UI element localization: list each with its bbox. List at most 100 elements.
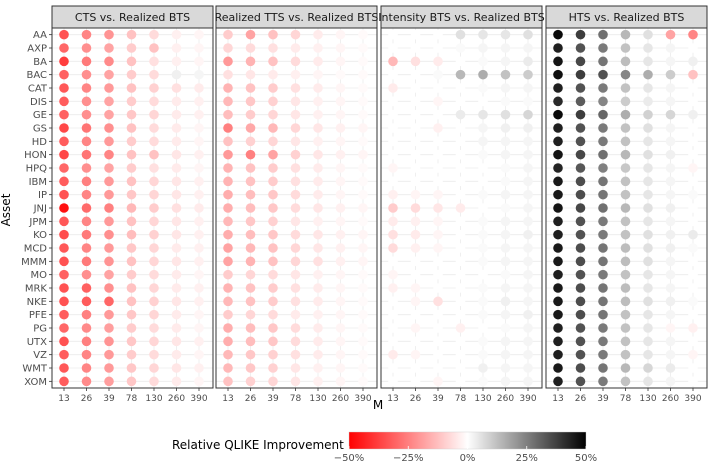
data-dot: [575, 56, 586, 67]
data-dot: [335, 256, 346, 267]
data-dot: [171, 163, 182, 173]
data-dot: [598, 296, 608, 307]
data-dot: [268, 269, 278, 280]
data-dot: [268, 229, 278, 240]
data-dot: [81, 176, 92, 187]
data-dot: [688, 376, 698, 387]
data-dot: [553, 363, 563, 373]
data-dot: [245, 136, 256, 147]
data-dot: [194, 189, 204, 200]
data-dot: [410, 56, 421, 67]
data-dot: [81, 83, 92, 93]
data-dot: [313, 83, 323, 93]
data-dot: [500, 136, 511, 147]
data-dot: [104, 149, 114, 160]
data-dot: [268, 203, 278, 213]
data-dot: [553, 56, 563, 67]
data-dot: [245, 296, 256, 307]
data-dot: [335, 203, 346, 213]
data-dot: [245, 56, 256, 67]
data-dot: [171, 296, 182, 307]
data-dot: [455, 256, 466, 267]
data-dot: [268, 256, 278, 267]
data-dot: [575, 29, 586, 40]
data-dot: [620, 323, 631, 333]
data-dot: [171, 269, 182, 280]
facet-title: CTS vs. Realized BTS: [75, 11, 190, 24]
data-dot: [665, 29, 676, 40]
data-dot: [313, 269, 323, 280]
data-dot: [335, 269, 346, 280]
data-dot: [194, 363, 204, 373]
data-dot: [478, 336, 488, 347]
data-dot: [598, 269, 608, 280]
data-dot: [620, 96, 631, 107]
data-dot: [410, 283, 421, 293]
data-dot: [171, 83, 182, 93]
data-dot: [665, 56, 676, 67]
data-dot: [388, 69, 398, 80]
data-dot: [290, 376, 301, 387]
data-dot: [194, 256, 204, 267]
data-dot: [81, 69, 92, 80]
data-dot: [358, 256, 368, 267]
data-dot: [688, 189, 698, 200]
data-dot: [665, 336, 676, 347]
data-dot: [81, 296, 92, 307]
data-dot: [245, 203, 256, 213]
data-dot: [268, 43, 278, 53]
data-dot: [126, 176, 137, 187]
data-dot: [335, 229, 346, 240]
data-dot: [149, 96, 159, 107]
data-dot: [478, 349, 488, 360]
data-dot: [126, 136, 137, 147]
data-dot: [290, 256, 301, 267]
data-dot: [313, 336, 323, 347]
data-dot: [104, 216, 114, 227]
x-tick-label: 13: [58, 394, 69, 404]
data-dot: [500, 296, 511, 307]
data-dot: [478, 189, 488, 200]
data-dot: [575, 269, 586, 280]
x-tick-label: 13: [552, 394, 563, 404]
data-dot: [149, 296, 159, 307]
data-dot: [500, 109, 511, 120]
data-dot: [598, 376, 608, 387]
data-dot: [313, 96, 323, 107]
data-dot: [455, 43, 466, 53]
data-dot: [194, 336, 204, 347]
data-dot: [643, 216, 653, 227]
data-dot: [81, 123, 92, 133]
legend-tick-label: 50%: [575, 453, 597, 464]
x-tick-label: 260: [497, 394, 514, 404]
data-dot: [268, 309, 278, 320]
data-dot: [598, 349, 608, 360]
data-dot: [643, 203, 653, 213]
y-tick-label: MO: [31, 270, 48, 281]
data-dot: [665, 363, 676, 373]
data-dot: [688, 283, 698, 293]
y-tick-label: AA: [33, 30, 47, 41]
data-dot: [478, 136, 488, 147]
data-dot: [358, 269, 368, 280]
data-dot: [59, 29, 69, 40]
data-dot: [59, 376, 69, 387]
data-dot: [410, 29, 421, 40]
data-dot: [81, 136, 92, 147]
data-dot: [59, 296, 69, 307]
data-dot: [171, 256, 182, 267]
data-dot: [126, 29, 137, 40]
data-dot: [313, 56, 323, 67]
data-dot: [223, 189, 233, 200]
data-dot: [688, 256, 698, 267]
data-dot: [335, 163, 346, 173]
data-dot: [620, 216, 631, 227]
data-dot: [268, 69, 278, 80]
data-dot: [688, 176, 698, 187]
data-dot: [643, 229, 653, 240]
data-dot: [620, 309, 631, 320]
data-dot: [388, 336, 398, 347]
data-dot: [335, 216, 346, 227]
data-dot: [620, 123, 631, 133]
